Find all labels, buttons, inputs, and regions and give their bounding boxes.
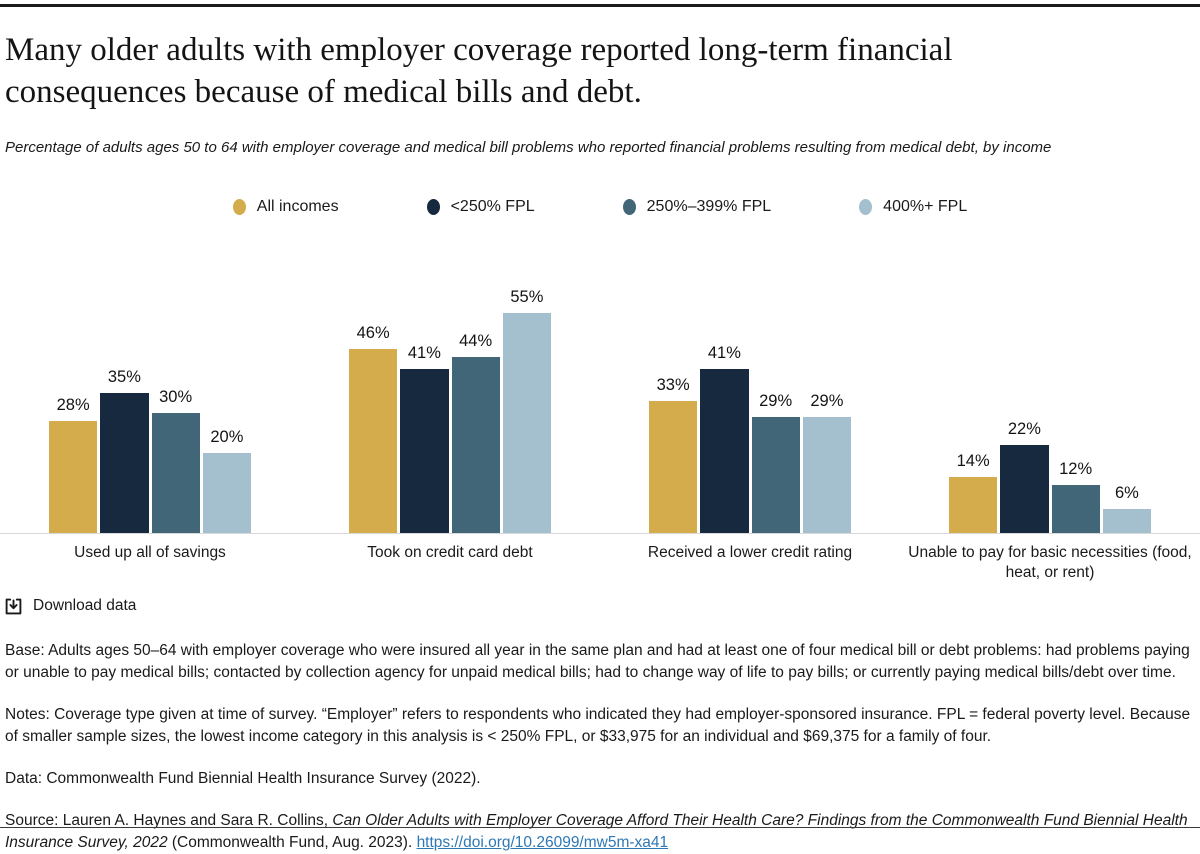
category-label-text: Took on credit card debt	[367, 544, 533, 562]
legend-label: 250%–399% FPL	[646, 198, 772, 216]
chart-column-3: 14% 22% 12% 6%	[900, 290, 1200, 534]
category-label: Took on credit card debt	[300, 543, 600, 583]
bar: 22%	[1000, 420, 1049, 534]
bar: 12%	[1051, 460, 1100, 534]
legend-item-1: <250% FPL	[426, 198, 535, 216]
category-label: Unable to pay for basic necessities (foo…	[900, 543, 1200, 583]
bar: 29%	[802, 392, 851, 534]
bar-value-label: 30%	[159, 388, 193, 407]
bar-value-label: 35%	[107, 368, 141, 387]
category-label: Received a lower credit rating	[600, 543, 900, 583]
legend: All incomes <250% FPL 250%–399% FPL 400%+ F…	[5, 198, 1195, 216]
bar-value-label: 29%	[810, 392, 844, 411]
footnote-base: Base: Adults ages 50–64 with employer co…	[5, 641, 1190, 681]
chart-column-1: 46% 41% 44% 55%	[300, 288, 600, 534]
footnotes: Base: Adults ages 50–64 with employer co…	[5, 640, 1195, 854]
top-rule	[0, 4, 1200, 7]
bar: 33%	[649, 376, 698, 534]
legend-item-2: 250%–399% FPL	[622, 198, 772, 216]
legend-swatch-icon	[426, 199, 440, 216]
chart: 28% 35% 30% 20% 46% 41% 44% 55% 33% 41% 29% 29% 14% 2…	[0, 288, 1200, 535]
bar: 14%	[949, 452, 998, 534]
legend-swatch-icon	[622, 199, 636, 216]
category-label-text: Unable to pay for basic necessities (foo…	[908, 544, 1192, 582]
bar-value-label: 29%	[759, 392, 793, 411]
bar: 29%	[751, 392, 800, 534]
source-suffix: (Commonwealth Fund, Aug. 2023).	[167, 833, 417, 851]
bar-value-label: 28%	[56, 396, 90, 415]
bar-value-label: 55%	[510, 288, 544, 307]
bar-group: 33% 41% 29% 29%	[649, 290, 851, 534]
category-label-text: Used up all of savings	[74, 544, 226, 562]
footnote-data: Data: Commonwealth Fund Biennial Health …	[5, 769, 481, 787]
bar: 41%	[700, 344, 749, 534]
bar: 55%	[502, 288, 551, 534]
legend-label: All incomes	[256, 198, 339, 216]
footnote-source: Source: Lauren A. Haynes and Sara R. Col…	[5, 810, 1195, 854]
bar-value-label: 41%	[707, 344, 741, 363]
chart-column-2: 33% 41% 29% 29%	[600, 290, 900, 534]
category-label: Used up all of savings	[0, 543, 300, 583]
page-title: Many older adults with employer coverage…	[5, 32, 953, 110]
page: Many older adults with employer coverage…	[0, 30, 1200, 854]
bar: 46%	[349, 324, 398, 534]
download-label: Download data	[33, 597, 137, 615]
legend-swatch-icon	[859, 199, 873, 216]
legend-item-3: 400%+ FPL	[859, 198, 967, 216]
bar-group: 46% 41% 44% 55%	[349, 288, 551, 534]
download-icon	[5, 598, 22, 615]
bar-group: 14% 22% 12% 6%	[949, 290, 1151, 534]
legend-label: <250% FPL	[450, 198, 535, 216]
bar: 41%	[400, 344, 449, 534]
bar-group: 28% 35% 30% 20%	[49, 290, 251, 534]
legend-label: 400%+ FPL	[883, 198, 968, 216]
bar-value-label: 44%	[459, 332, 493, 351]
bar-value-label: 20%	[210, 428, 244, 447]
chart-column-0: 28% 35% 30% 20%	[0, 290, 300, 534]
bar: 20%	[202, 428, 251, 534]
footnote-notes: Notes: Coverage type given at time of su…	[5, 705, 1191, 745]
bar: 6%	[1102, 484, 1151, 534]
bar-value-label: 22%	[1007, 420, 1041, 439]
bar: 30%	[151, 388, 200, 534]
legend-item-0: All incomes	[232, 198, 339, 216]
bar-value-label: 33%	[656, 376, 690, 395]
bar-value-label: 6%	[1114, 484, 1139, 503]
bar: 44%	[451, 332, 500, 534]
doi-link[interactable]: https://doi.org/10.26099/mw5m-xa41	[416, 833, 669, 851]
bar: 28%	[49, 396, 98, 534]
bar-value-label: 46%	[356, 324, 390, 343]
bottom-rule	[0, 827, 1200, 828]
category-labels: Used up all of savings Took on credit car…	[0, 543, 1200, 583]
download-data-button[interactable]: Download data	[5, 597, 136, 615]
legend-swatch-icon	[232, 199, 246, 216]
bar-value-label: 14%	[956, 452, 990, 471]
category-label-text: Received a lower credit rating	[647, 544, 853, 562]
bar-value-label: 41%	[407, 344, 441, 363]
source-prefix: Source: Lauren A. Haynes and Sara R. Col…	[5, 811, 333, 829]
chart-subtitle: Percentage of adults ages 50 to 64 with …	[5, 138, 1052, 156]
bar-value-label: 12%	[1059, 460, 1093, 479]
bar: 35%	[100, 368, 149, 534]
